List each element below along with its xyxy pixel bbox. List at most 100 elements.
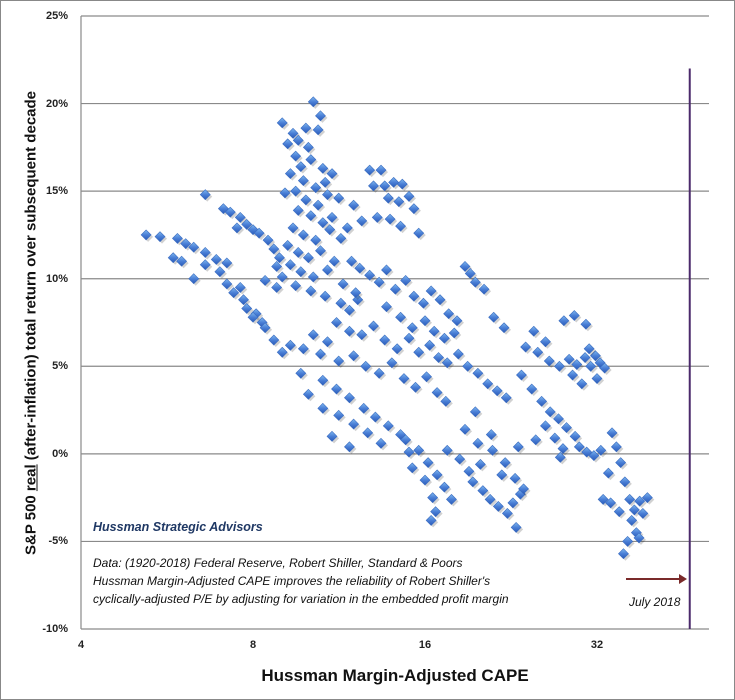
data-point-marker <box>324 224 336 236</box>
data-point <box>284 339 298 353</box>
data-point <box>602 467 616 481</box>
data-point <box>379 334 392 348</box>
data-point <box>530 434 543 447</box>
data-point-marker <box>317 162 329 174</box>
data-point <box>400 434 413 447</box>
x-tick-label: 16 <box>418 639 432 651</box>
data-point <box>395 220 408 234</box>
data-point <box>238 294 251 307</box>
data-point <box>618 548 631 561</box>
data-point-marker <box>472 367 484 379</box>
data-point-marker <box>467 476 479 488</box>
data-point <box>488 311 501 325</box>
data-point-marker <box>140 229 152 241</box>
data-point-marker <box>274 252 285 264</box>
data-point-marker <box>463 465 475 477</box>
data-point-marker <box>400 275 412 286</box>
y-title-part: (after-inflation) total return over subs… <box>22 90 40 465</box>
data-point <box>595 444 608 458</box>
data-point-marker <box>403 190 415 202</box>
data-point <box>188 241 201 255</box>
data-point <box>430 506 443 519</box>
data-point <box>300 122 313 136</box>
data-point <box>354 262 367 276</box>
data-point-marker <box>373 367 385 379</box>
data-point <box>448 327 462 341</box>
data-point <box>381 264 394 277</box>
data-point-marker <box>413 444 425 456</box>
data-point <box>271 261 284 274</box>
data-point <box>231 222 244 235</box>
data-point <box>440 395 453 409</box>
data-point <box>424 339 437 353</box>
data-point-marker <box>571 359 583 370</box>
arrow-head-icon <box>679 574 687 584</box>
data-point <box>302 388 316 402</box>
data-point-marker <box>606 427 618 439</box>
data-point <box>441 444 455 458</box>
data-point-marker <box>253 227 265 239</box>
data-point-marker <box>364 269 376 281</box>
data-point-marker <box>381 264 392 276</box>
data-point <box>295 266 308 279</box>
data-point-marker <box>430 506 442 518</box>
data-point-marker <box>569 430 581 442</box>
y-tick-label: 10% <box>45 272 68 285</box>
y-title-part: S&P 500 <box>22 491 40 556</box>
data-point <box>373 276 387 290</box>
data-point-marker <box>379 180 391 192</box>
data-point <box>284 168 298 181</box>
data-point <box>348 418 361 432</box>
data-point-marker <box>295 367 307 379</box>
data-point <box>478 283 492 297</box>
data-point-marker <box>491 385 503 397</box>
data-point-marker <box>326 430 338 442</box>
data-point-marker <box>180 238 192 250</box>
data-point <box>362 427 375 440</box>
data-point-marker <box>488 311 500 323</box>
data-point-marker <box>610 441 622 453</box>
data-point-marker <box>485 429 497 441</box>
data-point <box>496 469 509 482</box>
data-point <box>297 229 311 242</box>
data-point <box>554 451 568 465</box>
data-point <box>561 422 574 435</box>
data-point-marker <box>464 268 476 279</box>
y-axis-title: S&P 500 real (after-inflation) total ret… <box>23 91 40 555</box>
data-point-marker <box>398 373 410 384</box>
data-point <box>576 378 589 391</box>
data-point-marker <box>305 210 317 222</box>
data-point-marker <box>579 352 591 363</box>
data-point-marker <box>558 315 570 327</box>
data-point-marker <box>400 434 412 446</box>
data-point-marker <box>583 343 595 355</box>
data-point <box>259 275 273 288</box>
data-point <box>492 500 506 514</box>
data-point-marker <box>403 332 415 344</box>
data-point <box>369 411 383 425</box>
data-point <box>485 429 499 442</box>
data-point <box>305 210 318 223</box>
data-point-marker <box>441 444 453 456</box>
data-point-marker <box>590 350 601 362</box>
data-point-marker <box>238 294 249 306</box>
data-point <box>568 310 582 323</box>
data-point <box>326 430 340 444</box>
data-point-marker <box>282 138 294 150</box>
data-point <box>247 311 260 325</box>
y-tick-label: -10% <box>42 623 68 635</box>
data-point-marker <box>284 259 296 271</box>
data-point <box>276 346 290 360</box>
data-point-marker <box>474 458 486 470</box>
data-point <box>199 189 213 202</box>
data-point-marker <box>406 462 418 474</box>
data-point <box>333 409 346 423</box>
data-point-marker <box>557 443 569 455</box>
data-point-marker <box>496 469 508 481</box>
data-point <box>262 234 276 248</box>
data-point-marker <box>315 348 326 360</box>
data-point-marker <box>428 325 440 337</box>
data-point <box>419 315 432 328</box>
data-point <box>290 185 303 199</box>
data-point <box>364 269 377 283</box>
